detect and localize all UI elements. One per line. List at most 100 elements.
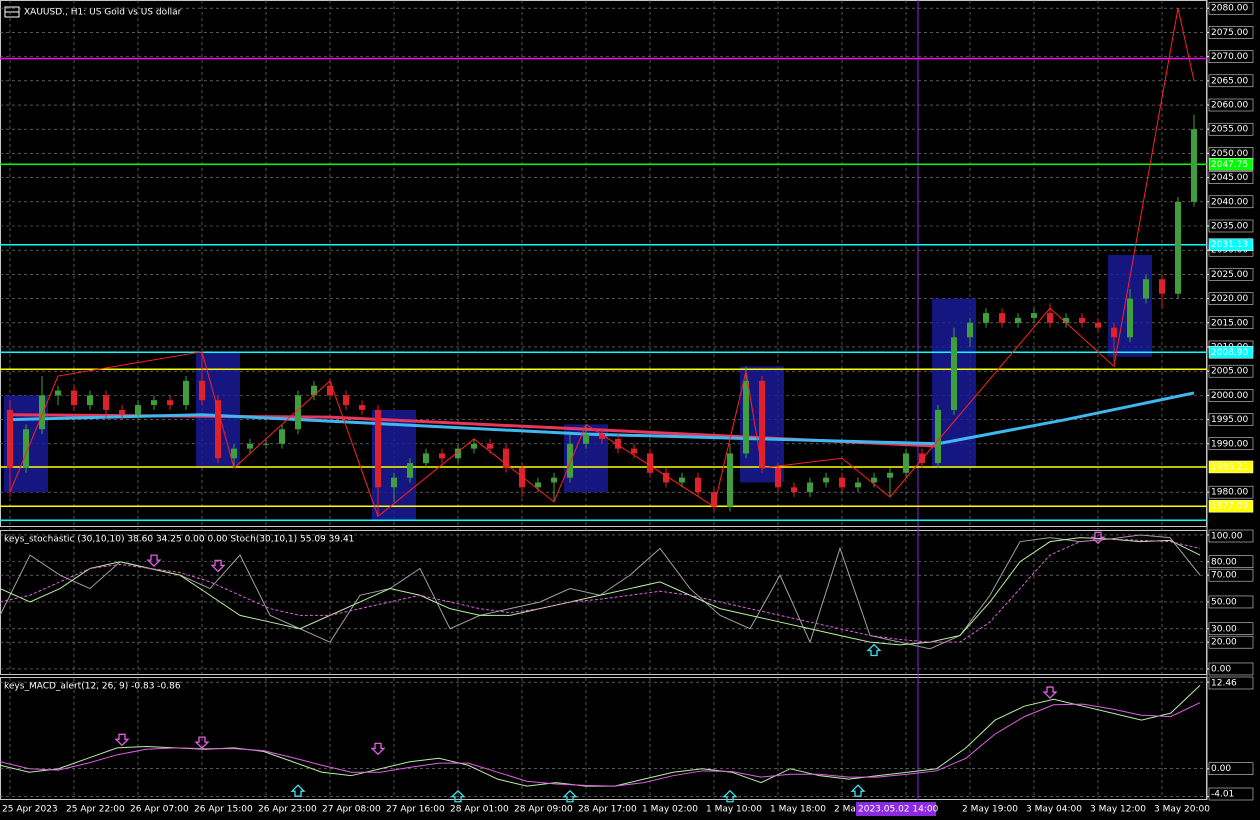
price-label: -4.01 [1211, 790, 1234, 800]
candle-body [279, 429, 285, 444]
price-label-box [1208, 171, 1254, 184]
candle-body [167, 400, 173, 406]
time-label: 2023.05.02 14:00 [858, 805, 939, 815]
candle-body [871, 477, 877, 483]
price-label-box [1208, 662, 1254, 676]
signal-arrow [146, 554, 162, 568]
price-label: 1995.00 [1211, 415, 1248, 425]
price-label-box [1208, 98, 1254, 112]
time-label: 26 Apr 23:00 [258, 805, 317, 815]
signal-arrow [1090, 531, 1106, 545]
time-label: 3 May 04:00 [1026, 805, 1082, 815]
signal-arrow [450, 789, 466, 803]
price-label-box [1208, 499, 1254, 513]
price-label-box [1208, 529, 1254, 543]
candle-body [103, 395, 109, 410]
signal-arrow [866, 643, 882, 657]
candle-body [1175, 201, 1181, 294]
time-label: 3 May 12:00 [1090, 805, 1146, 815]
candle-body [407, 463, 413, 478]
candle-body [1079, 317, 1085, 323]
candle-body [455, 448, 461, 459]
time-label: 27 Apr 16:00 [386, 805, 445, 815]
candle-body [567, 443, 573, 478]
candle-body [695, 477, 701, 493]
candle-body [967, 322, 973, 338]
candle-body [503, 448, 509, 468]
candle-body [1111, 327, 1117, 338]
price-label: 2005.00 [1211, 367, 1248, 377]
price-label-box [1208, 74, 1254, 88]
candle-body [919, 453, 925, 464]
price-label-box [1208, 595, 1254, 609]
price-label-box [1208, 122, 1254, 136]
indicator-title: keys_stochastic (30,10,10) 38.60 34.25 0… [4, 535, 354, 545]
signal-arrow [850, 784, 866, 797]
price-label: 80.00 [1211, 557, 1237, 567]
candle-body [359, 405, 365, 410]
candle-body [631, 448, 637, 454]
candle-body [135, 405, 141, 415]
time-label: 25 Apr 2023 [2, 805, 58, 815]
candle-body [263, 443, 269, 445]
price-label: 2035.00 [1211, 221, 1248, 231]
price-label-box [1208, 460, 1254, 474]
price-label-box [1208, 195, 1254, 209]
candle-body [711, 492, 717, 507]
time-label: 28 Apr 17:00 [578, 805, 637, 815]
candle-body [1063, 317, 1069, 323]
price-label-box [1208, 364, 1254, 378]
price-label: 2047.75 [1211, 160, 1248, 170]
candle-body [1031, 313, 1037, 318]
candle-body [7, 409, 13, 468]
price-label-box [1208, 26, 1254, 39]
signal-arrow [210, 559, 226, 573]
candle-body [343, 395, 349, 406]
price-label-box [1208, 555, 1254, 569]
candle-body [327, 385, 333, 396]
candle-body [775, 467, 781, 488]
price-label: 2000.00 [1211, 391, 1248, 401]
candle-body [1159, 279, 1165, 294]
candle-body [151, 400, 157, 406]
candle-body [951, 337, 957, 410]
candle-body [215, 400, 221, 459]
price-label: 2008.90 [1211, 348, 1248, 358]
price-label-box [1208, 158, 1254, 171]
candle-body [423, 453, 429, 464]
candle-body [71, 390, 77, 406]
candle-body [583, 434, 589, 444]
candle-body [647, 453, 653, 473]
price-label: 2045.00 [1211, 173, 1248, 183]
price-label-box [1208, 219, 1254, 233]
price-label-box [1208, 676, 1254, 690]
candle-body [535, 482, 541, 488]
candle-body [1047, 313, 1053, 323]
price-label-box [1208, 762, 1254, 775]
price-label: 2031.13 [1211, 240, 1248, 250]
signal-arrow [290, 784, 306, 797]
candle-body [759, 380, 765, 468]
price-label: 70.00 [1211, 571, 1237, 581]
zigzag [9, 8, 1195, 518]
signal-arrow [562, 789, 578, 803]
price-label-box [1208, 346, 1254, 359]
candle-body [1127, 298, 1133, 338]
candle-body [999, 313, 1005, 323]
price-label: 1977.09 [1211, 502, 1248, 512]
time-label: 1 May 18:00 [770, 805, 826, 815]
price-label: 2050.00 [1211, 149, 1248, 159]
candle-body [903, 453, 909, 473]
price-label: 1985.21 [1211, 462, 1248, 472]
candle-body [1143, 279, 1149, 299]
candle-body [247, 443, 253, 449]
price-label-box [1208, 292, 1254, 305]
price-label-box [1208, 389, 1254, 402]
price-label: 2075.00 [1211, 28, 1248, 38]
candle-body [311, 385, 317, 396]
indicator-line [0, 537, 1201, 646]
candle-body [1015, 317, 1021, 323]
signal-arrow [722, 789, 738, 803]
